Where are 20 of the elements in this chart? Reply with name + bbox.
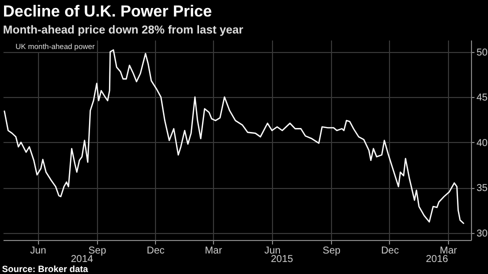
y-tick-label: 35 xyxy=(476,183,488,194)
text: 2014 xyxy=(70,254,94,265)
chart-subtitle: Month-ahead price down 28% from last year xyxy=(3,24,244,36)
text: 2016 xyxy=(426,254,449,265)
x-tick-label: Jun xyxy=(30,246,46,256)
x-tick-label: Sep xyxy=(322,246,341,256)
source-note: Source: Broker data xyxy=(2,264,90,274)
x-tick-label: Sep xyxy=(88,246,107,256)
x-tick-label: Jun xyxy=(264,246,281,256)
x-tick-label: Mar xyxy=(440,246,458,256)
x-tick-label: Mar xyxy=(204,246,223,256)
y-tick-label: 50 xyxy=(476,47,488,58)
x-tick-label: Dec xyxy=(381,246,399,256)
text: 2015 xyxy=(270,254,294,265)
x-tick-label: Dec xyxy=(146,246,165,256)
y-tick-label: 45 xyxy=(476,92,488,104)
chart-title: Decline of U.K. Power Price xyxy=(3,4,212,20)
y-tick-label: 30 xyxy=(476,228,488,240)
line-series xyxy=(4,49,465,224)
y-tick-label: 40 xyxy=(476,138,488,149)
